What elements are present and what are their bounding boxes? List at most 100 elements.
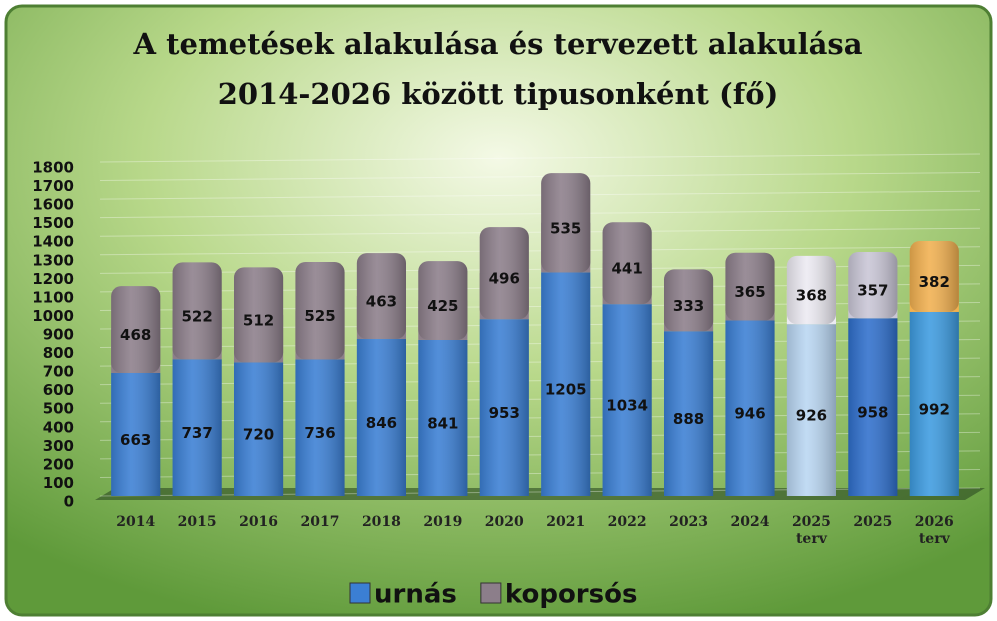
x-tick-label: 2022 [607, 514, 647, 530]
bar-shade [848, 318, 898, 496]
y-tick-label: 1700 [32, 177, 74, 195]
bar-shade [541, 173, 591, 273]
bar-shade [172, 359, 222, 496]
bar-shade [786, 255, 836, 325]
bar-shade [479, 319, 529, 496]
x-tick-label: 2019 [423, 514, 463, 530]
x-tick-label: 2014 [116, 514, 156, 530]
data-label: 737 [181, 424, 212, 442]
y-tick-label: 400 [43, 418, 74, 436]
data-label: 953 [489, 404, 520, 422]
data-label: 946 [734, 405, 765, 423]
bar-shade [295, 359, 345, 496]
y-tick-label: 800 [43, 344, 74, 362]
data-label: 522 [181, 307, 212, 325]
y-tick-label: 900 [43, 326, 74, 344]
data-label: 463 [366, 293, 397, 311]
bar-shade [541, 272, 591, 496]
grid-line [99, 153, 981, 163]
legend-swatch [349, 582, 371, 604]
bar-shade [172, 262, 222, 360]
data-label: 535 [550, 219, 581, 237]
bar-shade [295, 262, 345, 360]
y-tick-label: 500 [43, 400, 74, 418]
bar-shade [479, 227, 529, 320]
data-label: 382 [919, 273, 950, 291]
chart-subtitle: 2014-2026 között tipusonként (fő) [218, 77, 779, 111]
bar-shade [848, 251, 898, 319]
data-label: 468 [120, 326, 151, 344]
x-tick-label: 2015 [177, 514, 217, 530]
grid-line [99, 172, 981, 182]
chart-title: A temetések alakulása és tervezett alaku… [133, 27, 863, 61]
bar-shade [725, 252, 775, 321]
x-tick-label: 2024 [730, 514, 770, 530]
data-label: 496 [489, 270, 520, 288]
y-tick-label: 1300 [32, 251, 74, 269]
legend-label: urnás [374, 580, 457, 610]
bar-shade [725, 320, 775, 496]
grid-line [99, 190, 981, 200]
y-tick-label: 300 [43, 437, 74, 455]
grid-line [99, 209, 981, 219]
legend-swatch [480, 582, 502, 604]
bar-shade [356, 339, 406, 496]
data-label: 846 [366, 414, 397, 432]
y-tick-label: 100 [43, 474, 74, 492]
y-tick-label: 1400 [32, 233, 74, 251]
data-label: 841 [427, 414, 458, 432]
y-tick-label: 600 [43, 381, 74, 399]
grid-line [99, 246, 981, 256]
bar-shade [111, 372, 161, 496]
bar-shade [909, 311, 959, 496]
x-tick-label: 2025 terv [791, 514, 831, 547]
y-tick-label: 1200 [32, 270, 74, 288]
data-label: 425 [427, 297, 458, 315]
data-label: 926 [796, 407, 827, 425]
data-label: 1034 [606, 397, 648, 415]
y-tick-label: 1000 [32, 307, 74, 325]
data-label: 357 [857, 282, 888, 300]
bar-shade [234, 362, 284, 496]
bar-shade [418, 339, 468, 496]
data-label: 736 [304, 424, 335, 442]
bar-shade [664, 331, 714, 496]
data-label: 441 [611, 260, 642, 278]
x-tick-label: 2023 [669, 514, 709, 530]
x-tick-label: 2016 [239, 514, 279, 530]
y-tick-label: 1100 [32, 288, 74, 306]
data-label: 663 [120, 431, 151, 449]
bar-shade [786, 324, 836, 496]
y-tick-label: 200 [43, 455, 74, 473]
x-tick-label: 2021 [546, 514, 586, 530]
x-tick-label: 2020 [484, 514, 524, 530]
y-tick-label: 1500 [32, 214, 74, 232]
x-tick-label: 2025 [853, 514, 893, 530]
data-label: 365 [734, 283, 765, 301]
bar-shade [664, 269, 714, 332]
y-tick-label: 1600 [32, 196, 74, 214]
data-label: 368 [796, 287, 827, 305]
data-label: 525 [304, 307, 335, 325]
bar-shade [602, 222, 652, 305]
y-tick-label: 700 [43, 363, 74, 381]
data-label: 1205 [545, 381, 587, 399]
data-label: 992 [919, 400, 950, 418]
bar-shade [234, 267, 284, 363]
bar-shade [418, 261, 468, 340]
grid-line [99, 227, 981, 237]
y-tick-label: 1800 [32, 159, 74, 177]
data-label: 333 [673, 297, 704, 315]
bar-shade [356, 253, 406, 340]
data-label: 958 [857, 404, 888, 422]
y-tick-label: 0 [64, 493, 74, 511]
bar-shade [602, 304, 652, 496]
bar-shade [111, 286, 161, 373]
legend-label: koporsós [505, 580, 638, 610]
x-tick-label: 2017 [300, 514, 340, 530]
data-label: 720 [243, 426, 274, 444]
bar-shade [909, 241, 959, 312]
data-label: 888 [673, 410, 704, 428]
